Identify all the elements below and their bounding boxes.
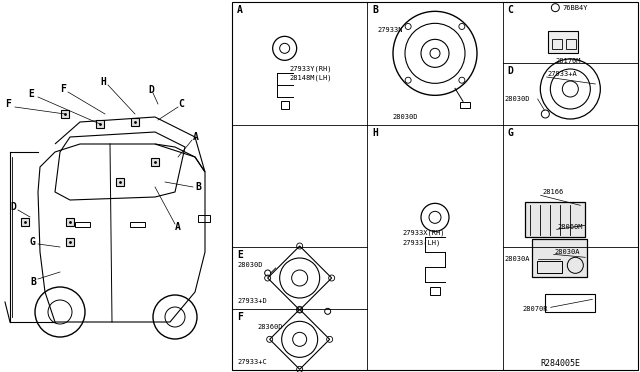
Text: G: G bbox=[30, 237, 36, 247]
Bar bbox=[151, 158, 159, 166]
Bar bbox=[66, 238, 74, 246]
Bar bbox=[460, 102, 470, 108]
Text: 28030A: 28030A bbox=[505, 256, 530, 262]
Text: D: D bbox=[10, 202, 16, 212]
Text: B: B bbox=[30, 277, 36, 287]
Bar bbox=[548, 31, 579, 53]
Bar bbox=[61, 110, 69, 118]
Text: H: H bbox=[372, 128, 378, 138]
Text: E: E bbox=[28, 89, 34, 99]
Text: 28148M(LH): 28148M(LH) bbox=[290, 74, 332, 81]
Bar bbox=[66, 218, 74, 226]
Bar bbox=[130, 222, 145, 227]
Bar bbox=[116, 178, 124, 186]
Text: 27933+A: 27933+A bbox=[548, 71, 577, 77]
Text: 28030D: 28030D bbox=[392, 114, 418, 120]
Bar bbox=[545, 294, 595, 312]
Text: F: F bbox=[60, 84, 66, 94]
Bar bbox=[75, 222, 90, 227]
Bar bbox=[232, 2, 638, 370]
Bar bbox=[532, 239, 588, 278]
Text: F: F bbox=[5, 99, 11, 109]
Text: 27933+C: 27933+C bbox=[237, 359, 267, 365]
Text: 28360D: 28360D bbox=[257, 324, 282, 330]
Text: B: B bbox=[195, 182, 201, 192]
Text: C: C bbox=[178, 99, 184, 109]
Bar bbox=[538, 262, 563, 273]
Text: E: E bbox=[237, 250, 243, 260]
Text: D: D bbox=[148, 85, 154, 95]
Text: 27933Y(RH): 27933Y(RH) bbox=[290, 65, 332, 71]
Text: 27933+D: 27933+D bbox=[237, 298, 267, 304]
Text: A: A bbox=[175, 222, 181, 232]
Bar bbox=[552, 39, 563, 49]
Text: 27933(LH): 27933(LH) bbox=[403, 239, 440, 246]
Text: 28030A: 28030A bbox=[555, 249, 580, 255]
Text: 28030D: 28030D bbox=[237, 262, 262, 268]
Bar bbox=[131, 118, 139, 126]
Text: 28030D: 28030D bbox=[505, 96, 530, 102]
Text: 28060M: 28060M bbox=[557, 224, 583, 230]
Text: 76BB4Y: 76BB4Y bbox=[563, 5, 588, 11]
Text: 27933X(RH): 27933X(RH) bbox=[403, 229, 445, 235]
Text: F: F bbox=[237, 312, 243, 322]
Text: 28170M: 28170M bbox=[556, 58, 581, 64]
Text: A: A bbox=[237, 5, 243, 15]
Bar bbox=[281, 101, 289, 109]
Text: D: D bbox=[508, 66, 513, 76]
Text: H: H bbox=[100, 77, 106, 87]
Text: 28070R: 28070R bbox=[523, 306, 548, 312]
Text: C: C bbox=[508, 5, 513, 15]
Text: 28166: 28166 bbox=[543, 189, 564, 195]
Text: A: A bbox=[193, 132, 199, 142]
Text: R284005E: R284005E bbox=[540, 359, 580, 369]
Text: B: B bbox=[372, 5, 378, 15]
Bar bbox=[430, 287, 440, 295]
Text: 27933N: 27933N bbox=[378, 27, 403, 33]
Text: G: G bbox=[508, 128, 513, 138]
Bar bbox=[525, 202, 586, 237]
Bar bbox=[566, 39, 577, 49]
Bar bbox=[96, 120, 104, 128]
Bar bbox=[21, 218, 29, 226]
Bar bbox=[198, 215, 210, 222]
